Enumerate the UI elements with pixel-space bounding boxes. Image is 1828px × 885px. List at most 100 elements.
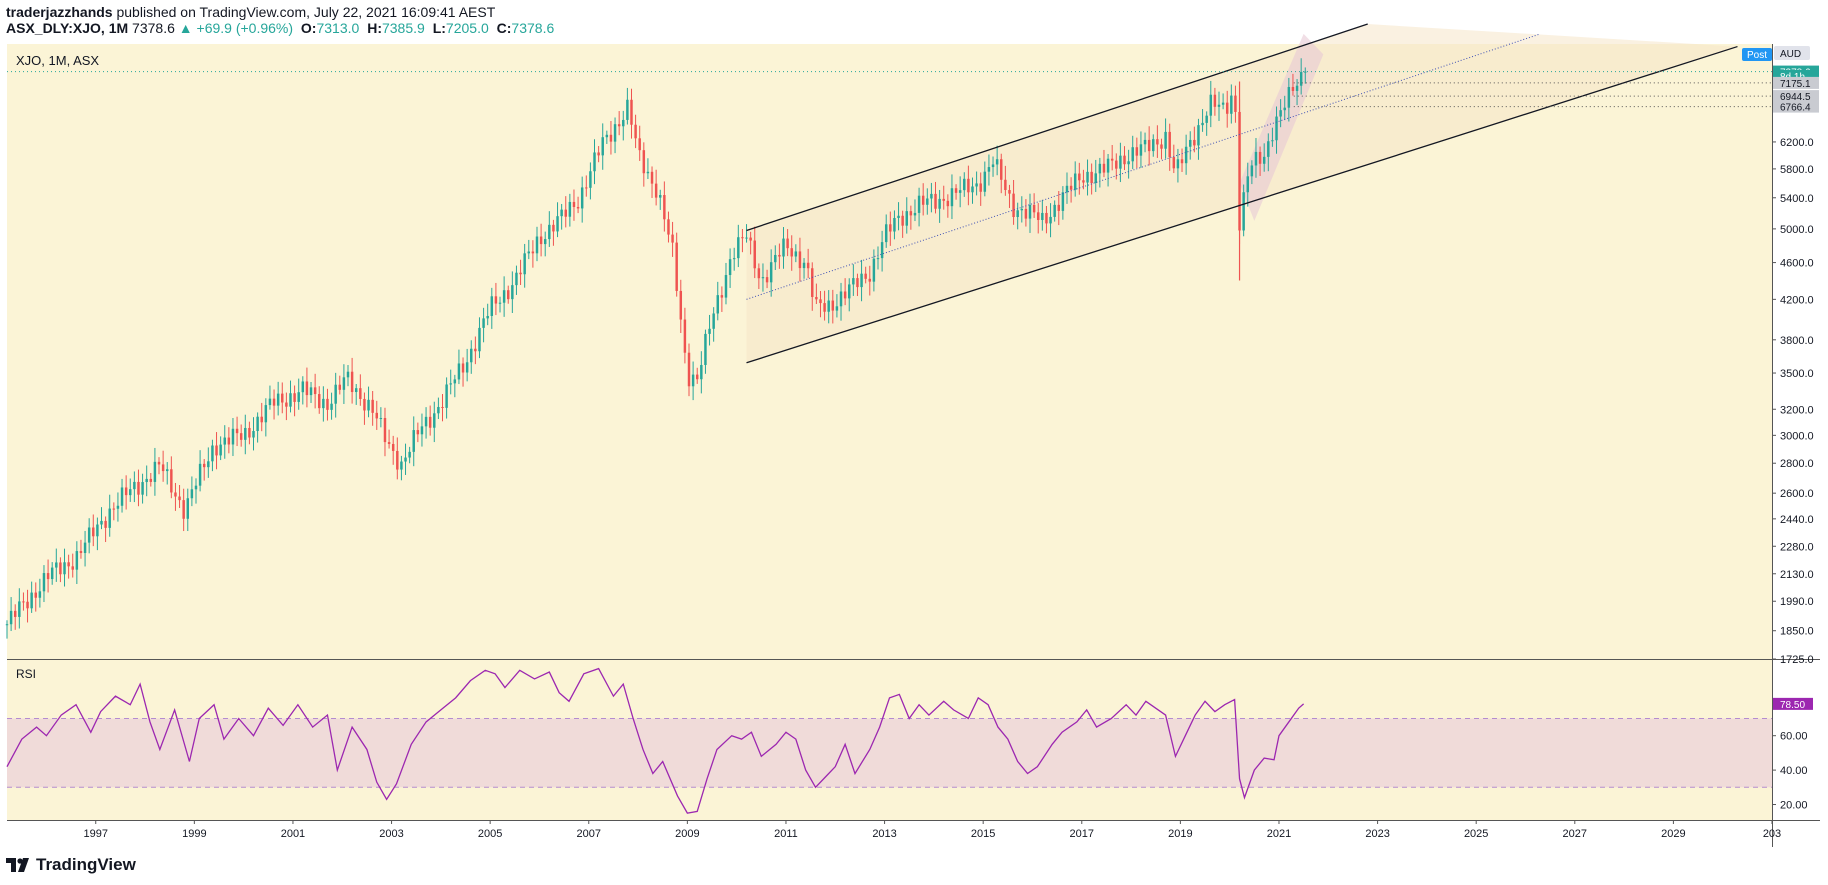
candle (921, 195, 925, 205)
candle (852, 278, 855, 285)
candle (860, 273, 863, 288)
candle (889, 224, 892, 232)
time-tick-label: 1999 (182, 828, 206, 840)
candle (1065, 185, 1069, 193)
candle (823, 303, 826, 312)
price-tick-label: 6200.0 (1780, 137, 1814, 149)
candle (527, 251, 531, 254)
candle (1045, 212, 1048, 224)
price-tick-label: 1725.0 (1780, 654, 1814, 666)
candle (453, 379, 457, 384)
candle (428, 416, 432, 428)
candle (1024, 208, 1028, 219)
candle (1094, 173, 1097, 184)
low-label: L: (432, 20, 446, 36)
candle (420, 426, 424, 435)
candle (465, 362, 469, 373)
candle (897, 215, 900, 219)
candle (379, 418, 383, 420)
candle (231, 428, 235, 445)
candle (1189, 139, 1192, 147)
time-tick-label: 2017 (1070, 828, 1094, 840)
price-tick-label: 2800.0 (1780, 458, 1814, 470)
candle (313, 387, 317, 395)
candle (404, 457, 407, 462)
candle (268, 398, 272, 406)
candle (556, 216, 559, 232)
candle (55, 562, 58, 568)
tradingview-brand[interactable]: TradingView (6, 855, 136, 875)
candle (1069, 185, 1073, 190)
time-tick-label: 1997 (84, 828, 108, 840)
candle (1201, 122, 1204, 126)
candle (1250, 165, 1254, 177)
rsi-value-label: 78.50 (1780, 700, 1805, 711)
candle (478, 327, 481, 352)
candle (724, 275, 728, 298)
candle (1139, 144, 1143, 156)
candle (1053, 204, 1056, 217)
candle (437, 406, 440, 414)
candle (87, 527, 91, 543)
candle (252, 431, 255, 438)
price-tick-label: 2600.0 (1780, 488, 1814, 500)
candle (1230, 95, 1233, 114)
candle (301, 381, 305, 393)
price-change: ▲ +69.9 (+0.96%) (178, 20, 294, 36)
candle (905, 211, 908, 226)
candle (605, 134, 609, 138)
open-label: O: (300, 20, 317, 36)
candle (1028, 204, 1032, 219)
candle (445, 384, 448, 408)
candle (708, 328, 711, 334)
author-name[interactable]: traderjazzhands (6, 4, 113, 20)
candle (1152, 139, 1155, 152)
candle (880, 242, 884, 259)
candle (1176, 159, 1180, 169)
candle (42, 573, 46, 592)
candle (1135, 147, 1139, 156)
candle (502, 290, 506, 303)
post-badge-box (1742, 48, 1772, 61)
candle (543, 239, 547, 245)
candle (535, 236, 539, 254)
candle (1193, 139, 1196, 146)
candle (1180, 159, 1184, 164)
brand-name: TradingView (36, 855, 136, 874)
candle (1000, 159, 1003, 180)
currency-tag-box (1774, 46, 1810, 60)
candle (950, 188, 954, 207)
candle (46, 573, 50, 580)
candle (811, 268, 814, 297)
candle (774, 254, 777, 263)
candle (424, 416, 428, 427)
candle (1217, 104, 1221, 107)
candle (1275, 116, 1278, 141)
candle (157, 461, 161, 465)
price-tick-label: 3200.0 (1780, 404, 1814, 416)
candle (67, 562, 70, 567)
candle (872, 258, 876, 282)
candle (712, 313, 715, 329)
candle (1098, 163, 1102, 174)
candle (1299, 72, 1303, 86)
price-tick-label: 5000.0 (1780, 224, 1814, 236)
candle (387, 442, 391, 444)
candle (983, 171, 987, 192)
candle (638, 138, 641, 151)
candle (901, 215, 904, 226)
candle (1221, 102, 1225, 105)
candle (59, 562, 62, 575)
candle (1143, 139, 1147, 145)
candle (946, 200, 950, 207)
candle (938, 198, 941, 209)
candle (954, 188, 958, 193)
rsi-band (7, 718, 1772, 788)
time-tick-label: 203 (1763, 828, 1781, 840)
candle (219, 444, 222, 456)
rsi-pane-title: RSI (16, 667, 36, 681)
price-tick-label: 1990.0 (1780, 596, 1814, 608)
candle (1213, 94, 1217, 107)
candle (207, 461, 210, 468)
